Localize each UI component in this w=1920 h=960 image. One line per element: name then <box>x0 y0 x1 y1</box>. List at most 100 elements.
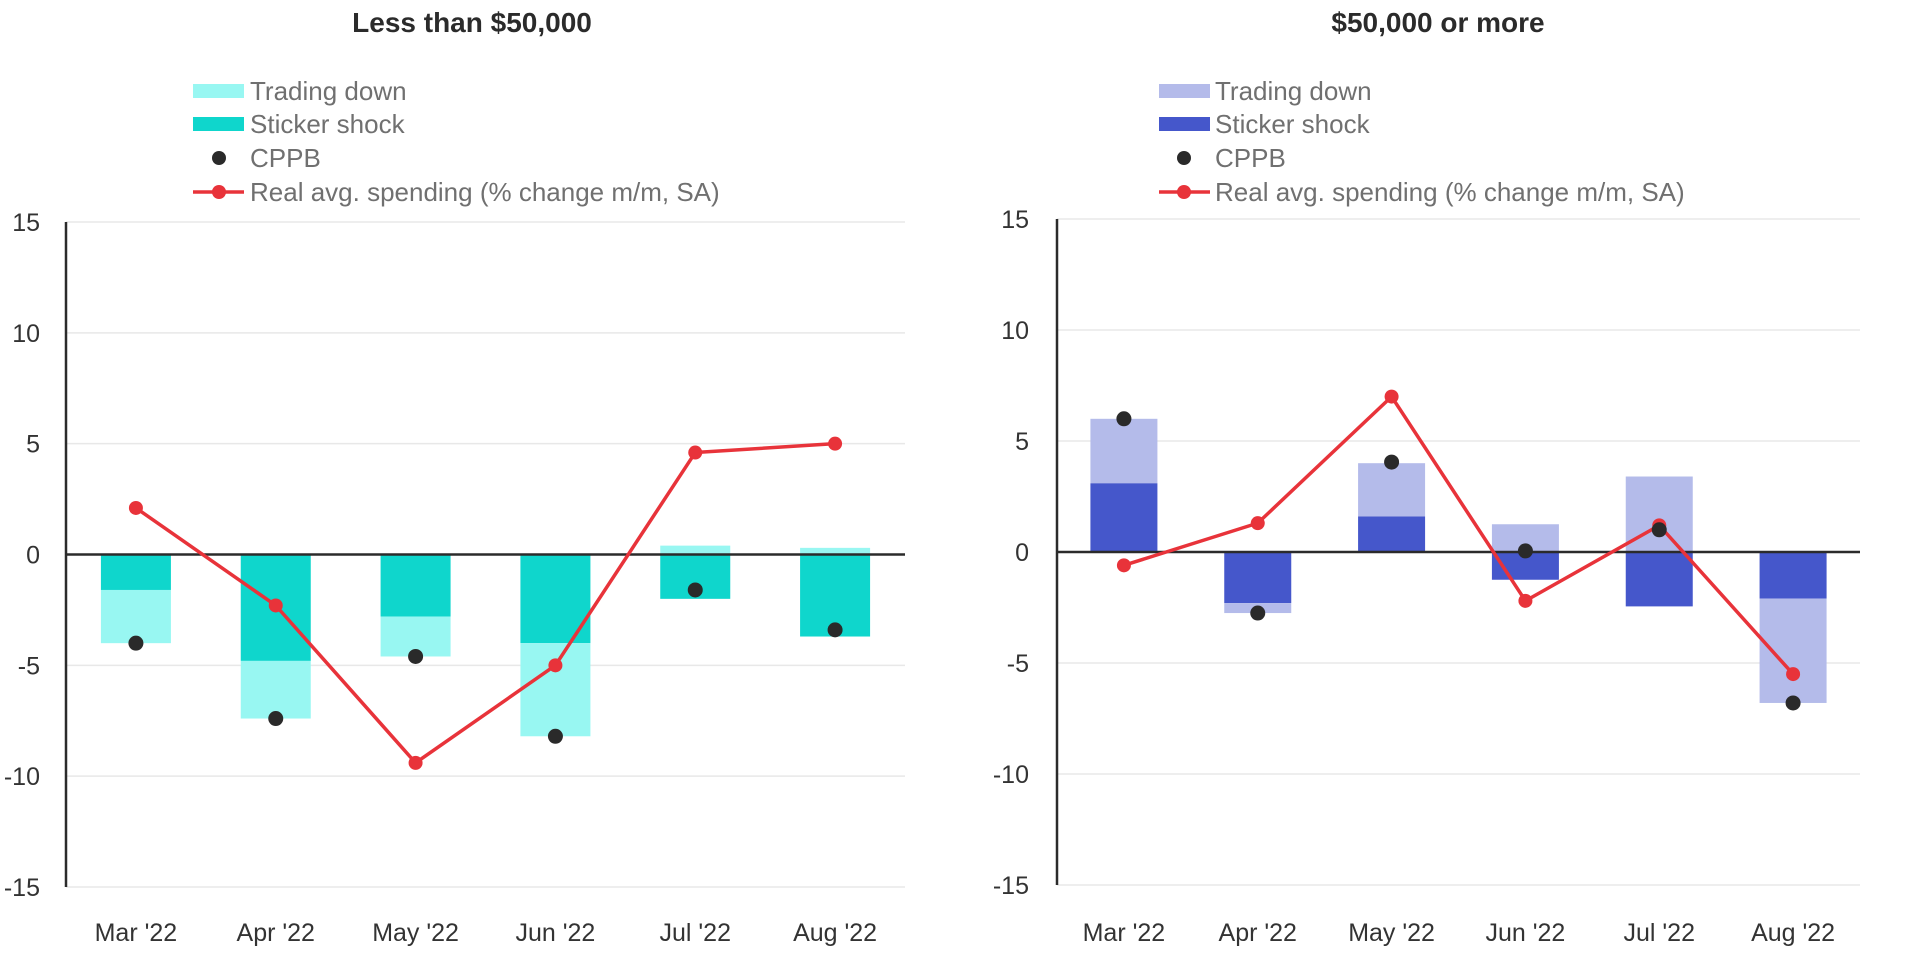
real-spending-line <box>128 436 843 770</box>
real-spending-polyline <box>1123 394 1795 676</box>
panel-less-than-50000: Less than $50,000 Trading down Sticker s… <box>4 7 905 947</box>
real-spending-point <box>688 445 703 460</box>
legend-label: Trading down <box>1215 76 1372 106</box>
x-axis-ticks: Mar '22 Apr '22 May '22 Jun '22 Jul '22 Aug '… <box>1083 919 1835 947</box>
legend-swatch-sticker-shock <box>1159 117 1210 131</box>
legend-item-real-spending: Real avg. spending (% change m/m, SA) <box>1159 177 1685 207</box>
bars <box>1090 418 1827 703</box>
legend-swatch-sticker-shock <box>193 117 244 131</box>
bar-sticker-shock <box>1759 552 1827 599</box>
bar-trading-down <box>520 643 591 737</box>
legend-item-trading-down: Trading down <box>1159 76 1372 106</box>
x-tick-label: Mar '22 <box>95 919 178 947</box>
bar-sticker-shock <box>1625 552 1693 607</box>
cppb-point <box>687 582 703 598</box>
real-spending-line <box>1116 389 1801 682</box>
real-spending-point <box>1786 667 1801 682</box>
x-tick-label: Jul '22 <box>1624 919 1695 947</box>
y-axis-ticks: 15 10 5 0 -5 -10 -15 <box>993 206 1029 900</box>
x-tick-label: May '22 <box>372 919 459 947</box>
real-spending-point <box>128 500 143 515</box>
y-tick-label: -10 <box>4 763 40 791</box>
x-tick-label: Mar '22 <box>1083 919 1166 947</box>
legend-item-real-spending: Real avg. spending (% change m/m, SA) <box>193 177 720 207</box>
cppb-dots <box>128 582 843 744</box>
legend-label: CPPB <box>1215 143 1286 173</box>
legend-label: Sticker shock <box>250 109 406 139</box>
legend-swatch-trading-down <box>193 84 244 98</box>
x-tick-label: Jun '22 <box>515 919 595 947</box>
bars <box>100 545 871 737</box>
y-axis-ticks: 15 10 5 0 -5 -10 -15 <box>4 209 40 902</box>
y-tick-label: 5 <box>26 431 40 459</box>
cppb-point <box>827 622 843 638</box>
cppb-point <box>1384 454 1400 470</box>
y-tick-label: -10 <box>993 761 1029 789</box>
real-spending-point <box>1518 593 1533 608</box>
cppb-point <box>1250 605 1266 621</box>
real-spending-point <box>408 755 423 770</box>
cppb-point <box>128 635 144 651</box>
x-axis-ticks: Mar '22 Apr '22 May '22 Jun '22 Jul '22 Aug '… <box>95 919 877 947</box>
bar-trading-down <box>1090 418 1158 484</box>
legend-item-cppb: CPPB <box>212 143 321 173</box>
x-tick-label: Apr '22 <box>1219 919 1297 947</box>
chart-title: $50,000 or more <box>1331 7 1544 38</box>
bar-sticker-shock <box>380 554 451 617</box>
legend-marker-real-spending <box>1177 185 1191 199</box>
panel-50000-or-more: $50,000 or more Trading down Sticker sho… <box>993 7 1860 947</box>
y-tick-label: -5 <box>18 652 40 680</box>
real-spending-point <box>1384 389 1399 404</box>
legend-marker-real-spending <box>212 185 226 199</box>
axes <box>1055 219 1860 885</box>
y-tick-label: 5 <box>1015 428 1029 456</box>
y-tick-label: -15 <box>993 872 1029 900</box>
cppb-point <box>1785 695 1801 711</box>
bar-trading-down <box>1625 476 1693 552</box>
y-tick-label: 0 <box>26 542 40 570</box>
gridlines <box>66 221 905 888</box>
real-spending-point <box>1116 558 1131 573</box>
y-tick-label: 10 <box>1001 317 1029 345</box>
bar-sticker-shock <box>1224 552 1292 604</box>
y-tick-label: -5 <box>1007 650 1029 678</box>
bar-trading-down <box>1358 463 1426 517</box>
real-spending-point <box>548 658 563 673</box>
legend-item-sticker-shock: Sticker shock <box>193 109 406 139</box>
legend-item-sticker-shock: Sticker shock <box>1159 109 1371 139</box>
legend-item-trading-down: Trading down <box>193 76 407 106</box>
legend-label: Sticker shock <box>1215 109 1371 139</box>
bar-trading-down <box>800 547 871 555</box>
bar-trading-down <box>660 545 731 555</box>
y-tick-label: 15 <box>12 209 40 237</box>
legend-swatch-trading-down <box>1159 84 1210 98</box>
y-tick-label: 10 <box>12 320 40 348</box>
bar-sticker-shock <box>1358 516 1426 552</box>
cppb-point <box>268 711 284 727</box>
x-tick-label: May '22 <box>1348 919 1435 947</box>
cppb-point <box>1517 543 1533 559</box>
bar-trading-down <box>100 589 171 644</box>
x-tick-label: Jul '22 <box>660 919 731 947</box>
real-spending-point <box>1250 516 1265 531</box>
real-spending-point <box>828 436 843 451</box>
legend-marker-cppb <box>1177 151 1191 165</box>
bar-sticker-shock <box>100 554 171 590</box>
legend-label: Trading down <box>250 76 407 106</box>
x-tick-label: Aug '22 <box>1751 919 1835 947</box>
legend: Trading down Sticker shock CPPB Real avg… <box>1159 76 1685 207</box>
legend-marker-cppb <box>212 151 226 165</box>
gridlines <box>1057 218 1860 886</box>
x-tick-label: Apr '22 <box>237 919 315 947</box>
bar-trading-down <box>240 660 311 719</box>
y-tick-label: -15 <box>4 874 40 902</box>
real-spending-point <box>268 598 283 613</box>
bar-trading-down <box>1759 598 1827 703</box>
legend-label: Real avg. spending (% change m/m, SA) <box>1215 177 1685 207</box>
legend-item-cppb: CPPB <box>1177 143 1286 173</box>
axes <box>64 222 905 887</box>
cppb-point <box>1116 411 1132 427</box>
cppb-point <box>547 728 563 744</box>
real-spending-polyline <box>134 441 836 765</box>
